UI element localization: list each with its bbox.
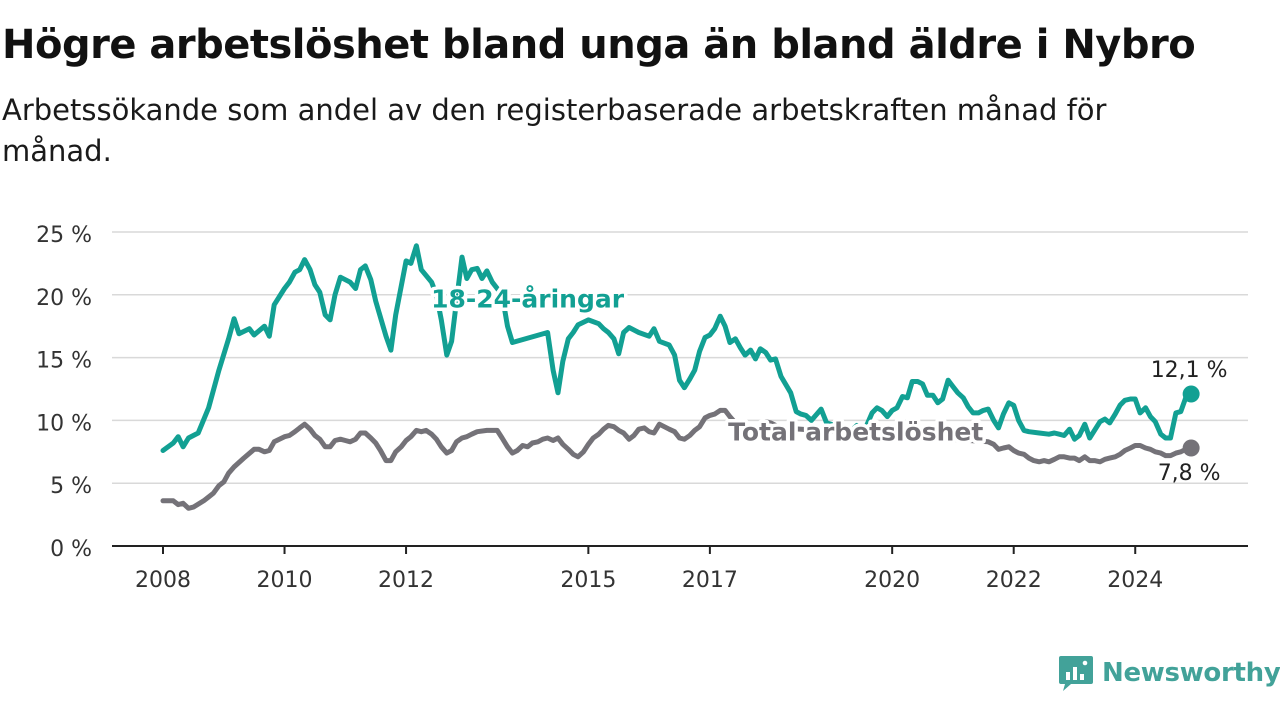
end-value-label-youth: 12,1 % xyxy=(1151,358,1228,383)
x-tick-label: 2020 xyxy=(864,568,920,593)
x-tick-label: 2010 xyxy=(257,568,313,593)
gridlines xyxy=(112,231,1248,484)
x-tick-label: 2015 xyxy=(560,568,616,593)
series-labels: 7,8 % 12,1 % 18-24-åringar Total arbetslösh… xyxy=(428,281,1228,486)
y-tick-label: 10 % xyxy=(36,411,92,436)
y-tick-label: 25 % xyxy=(36,223,92,248)
newsworthy-logo-icon xyxy=(1059,656,1093,691)
chart-subtitle: Arbetssökande som andel av den registerb… xyxy=(2,93,1107,168)
end-value-label-total: 7,8 % xyxy=(1158,461,1221,486)
x-axis: 2008 2010 2012 2015 2017 2020 2022 2024 xyxy=(112,545,1248,593)
endpoint-marker-total xyxy=(1182,439,1200,457)
x-tick-label: 2008 xyxy=(135,568,191,593)
y-axis-ticks: 0 % 5 % 10 % 15 % 20 % 25 % xyxy=(36,223,92,562)
y-tick-label: 20 % xyxy=(36,286,92,311)
y-tick-label: 0 % xyxy=(50,537,92,562)
newsworthy-logo: Newsworthy xyxy=(1058,654,1280,692)
series-line-youth xyxy=(160,243,1194,453)
series-line-total xyxy=(160,407,1194,511)
series-label-total: Total arbetslöshet xyxy=(728,417,983,446)
y-tick-label: 15 % xyxy=(36,349,92,374)
series-lines xyxy=(160,243,1200,511)
x-tick-label: 2024 xyxy=(1107,568,1163,593)
brand-name: Newsworthy xyxy=(1102,658,1280,688)
x-tick-label: 2022 xyxy=(986,568,1042,593)
chart-title: Högre arbetslöshet bland unga än bland ä… xyxy=(2,22,1196,68)
y-tick-label: 5 % xyxy=(50,474,92,499)
endpoint-marker-youth xyxy=(1182,385,1200,403)
x-tick-label: 2017 xyxy=(682,568,738,593)
x-tick-label: 2012 xyxy=(378,568,434,593)
series-label-youth: 18-24-åringar xyxy=(431,284,625,313)
